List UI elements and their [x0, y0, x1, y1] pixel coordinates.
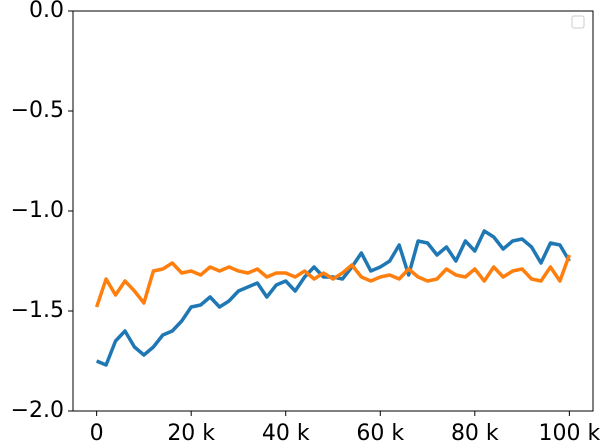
- legend-box: [571, 15, 585, 29]
- y-tick-label: −1.5: [11, 298, 64, 323]
- series-line: [94, 254, 572, 308]
- y-tick-label: 0.0: [29, 0, 64, 23]
- x-tick-label: 60 k: [356, 421, 404, 443]
- x-tick-label: 40 k: [262, 421, 310, 443]
- y-tick-label: −1.0: [11, 198, 64, 223]
- y-tick-label: −0.5: [11, 98, 64, 123]
- x-tick-label: 20 k: [167, 421, 215, 443]
- x-tick-label: 0: [90, 421, 104, 443]
- x-tick-label: 80 k: [451, 421, 499, 443]
- series-line: [95, 229, 571, 367]
- y-tick-label: −2.0: [11, 398, 64, 423]
- x-tick-label: 100 k: [538, 421, 600, 443]
